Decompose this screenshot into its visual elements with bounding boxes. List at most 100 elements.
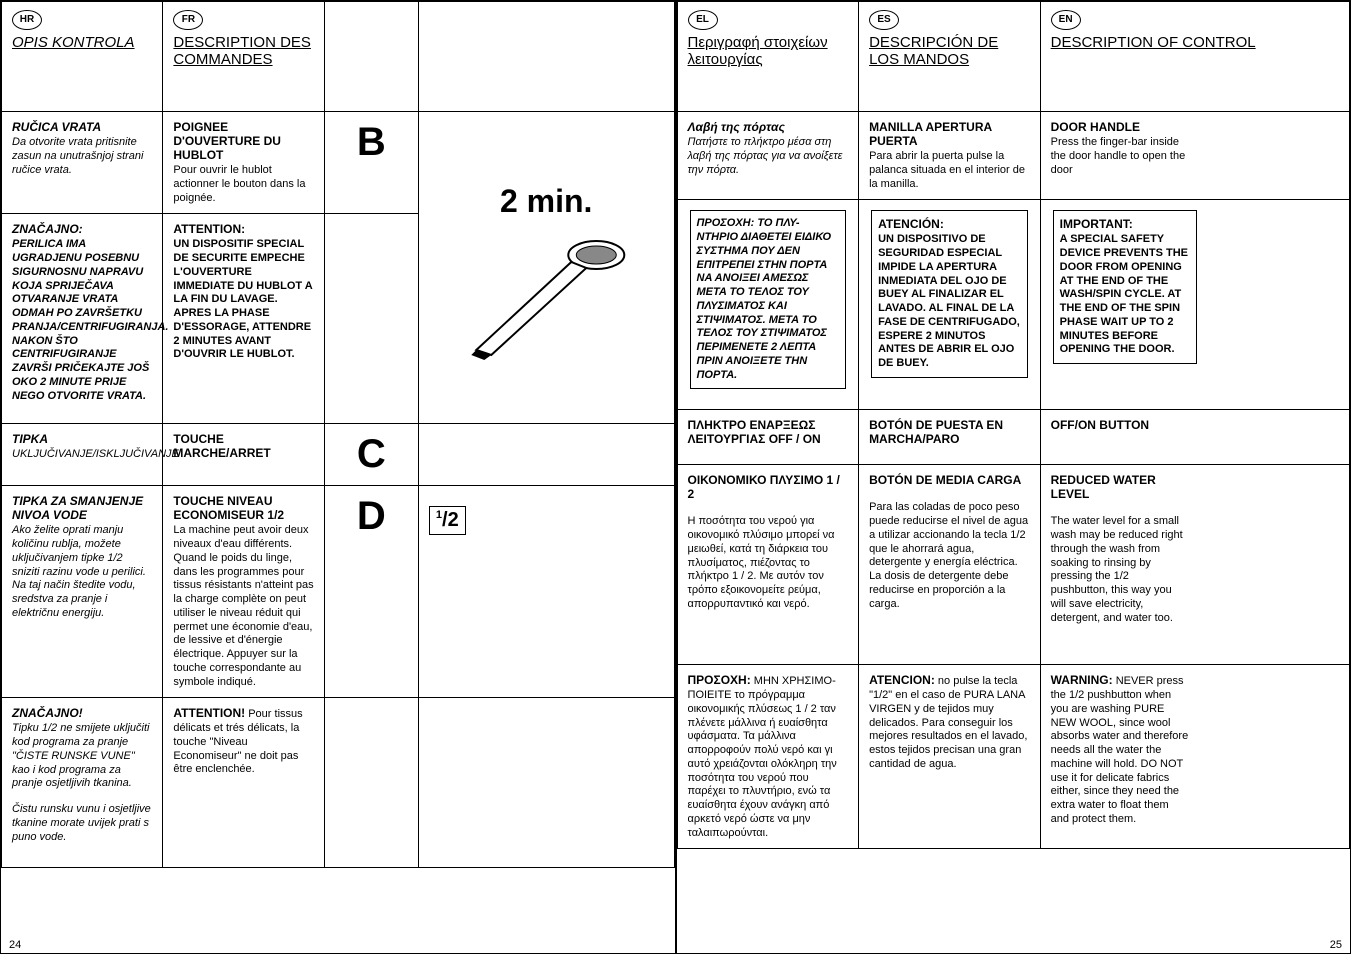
hr-b-text: Da otvorite vrata pritisnite zasun na un… — [12, 136, 143, 176]
two-min-label: 2 min. — [429, 173, 664, 220]
hr-b-title: RUČICA VRATA — [12, 120, 152, 134]
es-b-title: MANILLA APERTURA PUERTA — [869, 120, 1030, 148]
en-2min-title: IMPORTANT: — [1060, 217, 1190, 231]
fr-b-title: POIGNEE D'OUVERTURE DU HUBLOT — [173, 120, 313, 162]
right-table: EL Περιγραφή στοιχείων λειτουργίας ES DE… — [677, 1, 1351, 849]
header-row: HR OPIS KONTROLA FR DESCRIPTION DES COMM… — [2, 2, 675, 112]
hr-d-text: Ako želite oprati manju količinu rublja,… — [12, 524, 146, 619]
en-title: DESCRIPTION OF CONTROL — [1051, 34, 1256, 51]
el-d-title: ΟΙΚΟΝΟΜΙΚΟ ΠΛΥΣΙΜΟ 1 / 2 — [688, 473, 849, 501]
fr-d-title: TOUCHE NIVEAU ECONOMISEUR 1/2 — [173, 494, 313, 522]
cell-hr-2min: ZNAČAJNO: PERILICA IMA UGRADJENU POSEBNU… — [2, 214, 163, 424]
cell-el-d: ΟΙΚΟΝΟΜΙΚΟ ΠΛΥΣΙΜΟ 1 / 2 Η ποσότητα του … — [677, 465, 859, 665]
fr-2min-title: ATTENTION: — [173, 222, 313, 236]
header-hr: HR OPIS KONTROLA — [2, 2, 163, 112]
el-c-title: ΠΛΗΚΤΡΟ ΕΝΑΡΞΕΩΣ ΛΕΙΤΟΥΡΓΙΑΣ OFF / ON — [688, 418, 849, 446]
right-footer: 25 — [677, 937, 1351, 953]
table-row: RUČICA VRATA Da otvorite vrata pritisnit… — [2, 112, 675, 214]
es-badge: ES — [869, 10, 899, 30]
el-2min-title: ΠΡΟΣΟΧΗ: ΤΟ ΠΛΥ-ΝΤΗΡΙΟ ΔΙΑΘΕΤΕΙ ΕΙΔΙΚΟ Σ… — [697, 217, 832, 380]
cell-es-warn: ATENCION: no pulse la tecla "1/2" en el … — [859, 665, 1041, 849]
table-row: ΠΡΟΣΟΧΗ: ΤΟ ΠΛΥ-ΝΤΗΡΙΟ ΔΙΑΘΕΤΕΙ ΕΙΔΙΚΟ Σ… — [677, 200, 1350, 410]
half-icon: 1/2 — [429, 506, 466, 535]
fr-2min-text: UN DISPOSITIF SPECIAL DE SECURITE EMPECH… — [173, 238, 312, 360]
hr-2min-title: ZNAČAJNO: — [12, 222, 152, 236]
hr-c-text: UKLJUČIVANJE/ISKLJUČIVANJE — [12, 448, 179, 460]
hr-warn-title: ZNAČAJNO! — [12, 706, 152, 720]
header-en: EN DESCRIPTION OF CONTROL — [1040, 2, 1349, 112]
es-d-text: Para las coladas de poco peso puede redu… — [869, 501, 1028, 609]
right-page-num: 25 — [1322, 937, 1350, 953]
cell-hr-warn: ZNAČAJNO! Tipku 1/2 ne smijete uključiti… — [2, 698, 163, 868]
cell-el-c: ΠΛΗΚΤΡΟ ΕΝΑΡΞΕΩΣ ΛΕΙΤΟΥΡΓΙΑΣ OFF / ON — [677, 410, 859, 465]
es-b-text: Para abrir la puerta pulse la palanca si… — [869, 150, 1025, 190]
hr-badge: HR — [12, 10, 42, 30]
es-warn-title: ATENCION: — [869, 673, 935, 687]
letter-c: C — [335, 432, 408, 477]
el-warn-text: ΜΗΝ ΧΡΗΣΙΜΟ-ΠΟΙΕΙΤΕ το πρόγραμμα οικονομ… — [688, 675, 837, 838]
header-ctrl — [324, 2, 418, 112]
fr-warn-title: ATTENTION! — [173, 706, 245, 720]
letter-d: D — [335, 494, 408, 539]
hr-warn-text: Tipku 1/2 ne smijete uključiti kod progr… — [12, 722, 149, 789]
en-d-text: The water level for a small wash may be … — [1051, 515, 1183, 623]
cell-el-warn: ΠΡΟΣΟΧΗ: ΜΗΝ ΧΡΗΣΙΜΟ-ΠΟΙΕΙΤΕ το πρόγραμμ… — [677, 665, 859, 849]
table-row: ΠΛΗΚΤΡΟ ΕΝΑΡΞΕΩΣ ΛΕΙΤΟΥΡΓΙΑΣ OFF / ON BO… — [677, 410, 1350, 465]
cell-img-warn — [418, 698, 674, 868]
razor-icon — [429, 220, 664, 360]
header-row: EL Περιγραφή στοιχείων λειτουργίας ES DE… — [677, 2, 1350, 112]
table-row: ZNAČAJNO! Tipku 1/2 ne smijete uključiti… — [2, 698, 675, 868]
es-warn-text: no pulse la tecla "1/2" en el caso de PU… — [869, 675, 1027, 770]
table-row: TIPKA ZA SMANJENJE NIVOA VODE Ako želite… — [2, 486, 675, 698]
cell-ctrl-c: C — [324, 424, 418, 486]
left-table: HR OPIS KONTROLA FR DESCRIPTION DES COMM… — [1, 1, 675, 868]
header-es: ES DESCRIPCIÓN DE LOS MANDOS — [859, 2, 1041, 112]
cell-es-b: MANILLA APERTURA PUERTA Para abrir la pu… — [859, 112, 1041, 200]
table-row: TIPKA UKLJUČIVANJE/ISKLJUČIVANJE TOUCHE … — [2, 424, 675, 486]
cell-en-2min: IMPORTANT: A SPECIAL SAFETY DEVICE PREVE… — [1040, 200, 1349, 410]
en-warn-text: NEVER press the 1/2 pushbutton when you … — [1051, 675, 1189, 825]
cell-en-c: OFF/ON BUTTON — [1040, 410, 1349, 465]
letter-b: B — [335, 120, 408, 165]
hr-d-title: TIPKA ZA SMANJENJE NIVOA VODE — [12, 494, 152, 522]
cell-ctrl-b: B — [324, 112, 418, 214]
en-warn-title: WARNING: — [1051, 673, 1113, 687]
en-b-title: DOOR HANDLE — [1051, 120, 1189, 134]
el-d-text: Η ποσότητα του νερού για οικονομικό πλύσ… — [688, 515, 835, 610]
cell-ctrl-warn — [324, 698, 418, 868]
fr-title: DESCRIPTION DES COMMANDES — [173, 34, 311, 68]
el-title: Περιγραφή στοιχείων λειτουργίας — [688, 34, 828, 68]
en-d-title: REDUCED WATER LEVEL — [1051, 473, 1189, 501]
es-d-title: BOTÓN DE MEDIA CARGA — [869, 473, 1030, 487]
right-page: EL Περιγραφή στοιχείων λειτουργίας ES DE… — [676, 0, 1351, 954]
cell-img-razor: 2 min. — [418, 112, 674, 424]
header-img — [418, 2, 674, 112]
fr-b-text: Pour ouvrir le hublot actionner le bouto… — [173, 164, 305, 204]
table-row: ΟΙΚΟΝΟΜΙΚΟ ΠΛΥΣΙΜΟ 1 / 2 Η ποσότητα του … — [677, 465, 1350, 665]
el-warn-title: ΠΡΟΣΟΧΗ: — [688, 673, 751, 687]
page-spread: HR OPIS KONTROLA FR DESCRIPTION DES COMM… — [0, 0, 1351, 954]
cell-fr-warn: ATTENTION! Pour tissus délicats et trés … — [163, 698, 324, 868]
cell-en-warn: WARNING: NEVER press the 1/2 pushbutton … — [1040, 665, 1349, 849]
cell-fr-c: TOUCHE MARCHE/ARRET — [163, 424, 324, 486]
cell-ctrl-d: D — [324, 486, 418, 698]
fr-d-text: La machine peut avoir deux niveaux d'eau… — [173, 524, 313, 687]
cell-hr-d: TIPKA ZA SMANJENJE NIVOA VODE Ako želite… — [2, 486, 163, 698]
es-2min-text: UN DISPOSITIVO DE SEGURIDAD ESPECIAL IMP… — [878, 233, 1020, 369]
left-page-num: 24 — [1, 937, 29, 953]
en-c-title: OFF/ON BUTTON — [1051, 418, 1339, 432]
es-2min-title: ATENCIÓN: — [878, 217, 1021, 231]
table-row: ΠΡΟΣΟΧΗ: ΜΗΝ ΧΡΗΣΙΜΟ-ΠΟΙΕΙΤΕ το πρόγραμμ… — [677, 665, 1350, 849]
cell-en-d: REDUCED WATER LEVEL The water level for … — [1040, 465, 1349, 665]
hr-c-title: TIPKA — [12, 432, 152, 446]
cell-hr-c: TIPKA UKLJUČIVANJE/ISKLJUČIVANJE — [2, 424, 163, 486]
table-row: Λαβή της πόρτας Πατήστε το πλήκτρο μέσα … — [677, 112, 1350, 200]
cell-fr-b: POIGNEE D'OUVERTURE DU HUBLOT Pour ouvri… — [163, 112, 324, 214]
fr-badge: FR — [173, 10, 203, 30]
cell-img-c — [418, 424, 674, 486]
hr-2min-text: PERILICA IMA UGRADJENU POSEBNU SIGURNOSN… — [12, 238, 168, 401]
en-b-text: Press the finger-bar inside the door han… — [1051, 136, 1186, 176]
cell-img-d: 1/2 — [418, 486, 674, 698]
el-badge: EL — [688, 10, 718, 30]
cell-ctrl-2min — [324, 214, 418, 424]
